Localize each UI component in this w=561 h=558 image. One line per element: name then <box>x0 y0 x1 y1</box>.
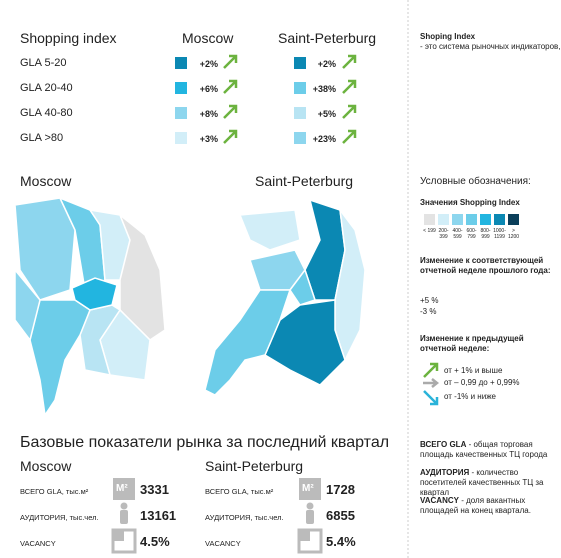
index-swatch <box>294 107 306 119</box>
trend-arrow <box>223 104 238 119</box>
definition-term: АУДИТОРИЯ <box>420 468 470 477</box>
trend-arrow <box>342 104 357 119</box>
index-swatch <box>175 82 187 94</box>
index-swatch <box>294 132 306 144</box>
metric-label: АУДИТОРИЯ, тыс.чел. <box>20 513 99 522</box>
spb-map <box>204 198 366 396</box>
definition-text: - общая торговая площадь качественных ТЦ… <box>420 440 548 459</box>
yoy-example: +5 % <box>420 296 439 305</box>
row-label: GLA 40-80 <box>20 107 73 119</box>
yoy-example: -3 % <box>420 307 437 316</box>
index-swatch <box>294 82 306 94</box>
change-value: +5% <box>317 109 336 119</box>
scale-label: 800-999 <box>480 228 491 240</box>
legend-arrows <box>423 362 440 406</box>
metric-value: 13161 <box>140 508 177 523</box>
definition: АУДИТОРИЯ - количество посетителей качес… <box>420 468 555 498</box>
definition: ВСЕГО GLA - общая торговая площадь качес… <box>420 440 555 460</box>
change-value: +3% <box>199 134 218 144</box>
trend-arrow <box>223 54 238 69</box>
definition-term: VACANCY <box>420 496 459 505</box>
city-name: Saint-Peterburg <box>205 458 304 474</box>
metric-value: 3331 <box>140 482 169 497</box>
index-swatch <box>175 132 187 144</box>
trend-arrow <box>223 79 238 94</box>
wow-item: от + 1% и выше <box>444 366 503 375</box>
change-value: +2% <box>199 59 218 69</box>
definition-text: - количество посетителей качественных ТЦ… <box>420 468 544 497</box>
table-title: Shopping index <box>20 30 117 46</box>
yoy-title: Изменение к соответствующей отчетной нед… <box>420 256 551 275</box>
scale-label: 600-799 <box>466 228 477 240</box>
intro: Shoping Index - это система рыночных инд… <box>420 32 561 52</box>
wow-title: Изменение к предыдущей отчетной неделе: <box>420 334 524 353</box>
scale-label: < 199 <box>423 228 436 234</box>
change-value: +2% <box>317 59 336 69</box>
map-title: Moscow <box>20 173 72 189</box>
scale-label: > 1200 <box>507 228 520 240</box>
scale-label: 400-599 <box>452 228 463 240</box>
row-label: GLA >80 <box>20 132 64 144</box>
metric-value: 6855 <box>326 508 355 523</box>
change-value: +8% <box>199 109 218 119</box>
change-value: +38% <box>312 84 336 94</box>
city-name: Moscow <box>20 458 72 474</box>
metric-label: АУДИТОРИЯ, тыс.чел. <box>205 513 284 522</box>
index-swatch <box>294 57 306 69</box>
legend-title: Условные обозначения: <box>420 176 531 187</box>
metric-label: VACANCY <box>205 539 241 548</box>
column-header: Moscow <box>182 30 234 46</box>
index-swatch <box>175 57 187 69</box>
intro-term: Shoping Index <box>420 32 476 41</box>
metric-value: 4.5% <box>140 534 170 549</box>
column-header: Saint-Peterburg <box>278 30 377 46</box>
market-title: Базовые показатели рынка за последний кв… <box>20 434 390 451</box>
definition-text: - доля вакантных площадей на конец кварт… <box>420 496 531 515</box>
wow-item: от -1% и ниже <box>444 392 496 401</box>
index-swatch <box>175 107 187 119</box>
metric-label: VACANCY <box>20 539 56 548</box>
row-label: GLA 5-20 <box>20 57 67 69</box>
row-label: GLA 20-40 <box>20 82 73 94</box>
trend-arrow <box>342 54 357 69</box>
scale-title: Значения Shopping Index <box>420 198 520 207</box>
trend-arrow <box>223 129 238 144</box>
map-title: Saint-Peterburg <box>255 173 354 189</box>
intro-text: - это система рыночных индикаторов, отоб… <box>420 42 561 51</box>
change-value: +6% <box>199 84 218 94</box>
metric-label: ВСЕГО GLA, тыс.м² <box>205 487 274 496</box>
metric-value: 5.4% <box>326 534 356 549</box>
market-icons <box>111 478 323 554</box>
definition-term: ВСЕГО GLA <box>420 440 467 449</box>
icon-label: M² <box>302 483 314 494</box>
trend-arrow <box>342 129 357 144</box>
change-value: +23% <box>312 134 336 144</box>
metric-value: 1728 <box>326 482 355 497</box>
scale-label: 1000-1199 <box>493 228 506 240</box>
definition: VACANCY - доля вакантных площадей на кон… <box>420 496 555 516</box>
wow-item: от – 0,99 до + 0,99% <box>444 378 520 387</box>
metric-label: ВСЕГО GLA, тыс.м² <box>20 487 89 496</box>
legend-swatches <box>424 214 519 225</box>
scale-label: 200-399 <box>438 228 449 240</box>
moscow-map <box>14 196 166 418</box>
trend-arrow <box>342 79 357 94</box>
icon-label: M² <box>116 483 128 494</box>
